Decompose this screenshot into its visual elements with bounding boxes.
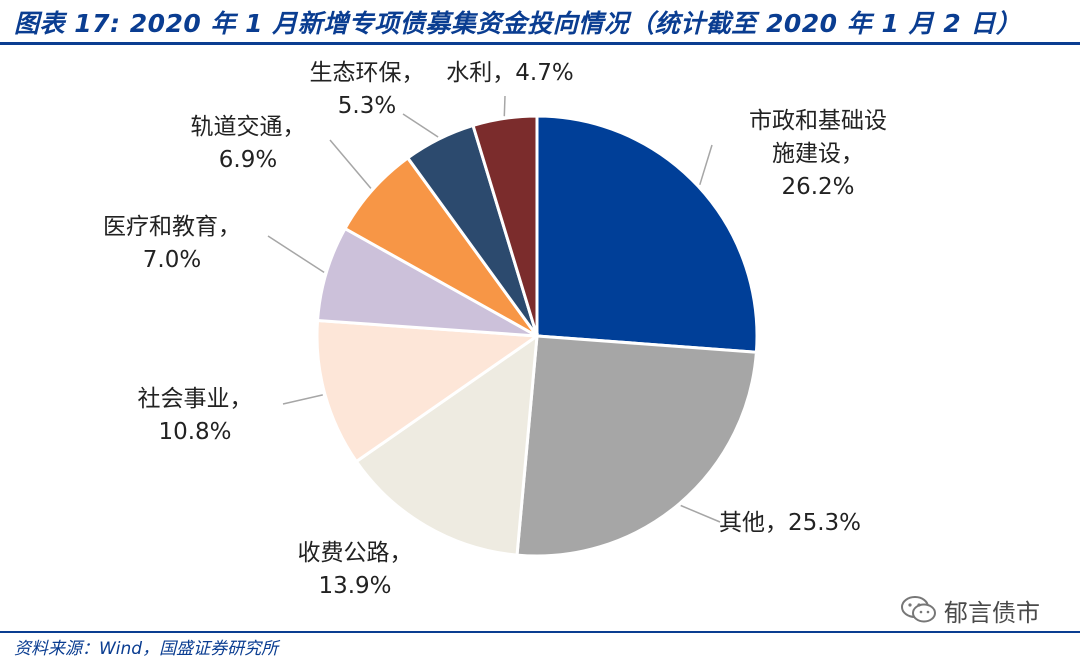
leader-line-1: [699, 144, 713, 186]
pie-slice-4: [315, 318, 542, 464]
wechat-icon: [901, 596, 936, 623]
leader-line-5: [267, 235, 325, 274]
chart-title: 图表 17: 2020 年 1 月新增专项债募集资金投向情况（统计截至 2020…: [14, 9, 1022, 38]
pie-slice-1: [535, 114, 759, 354]
pie-slice-2: [515, 334, 759, 558]
leader-line-2: [680, 504, 721, 523]
slice-label-3: 收费公路， 13.9%: [298, 540, 413, 599]
leader-line-7: [402, 113, 439, 138]
leader-line-8: [503, 95, 506, 117]
slice-label-7: 生态环保， 5.3%: [310, 60, 425, 119]
source-note: 资料来源：Wind，国盛证券研究所: [14, 639, 279, 659]
slice-label-6: 轨道交通， 6.9%: [191, 114, 306, 173]
watermark-text: 郁言债市: [944, 598, 1040, 627]
title-rule: [0, 42, 1080, 45]
slice-label-2: 其他，25.3%: [719, 510, 861, 536]
pie-chart: 市政和基础设施建设， 26.2% 其他，25.3% 收费公路， 13.9% 社会事业， 10…: [103, 60, 887, 599]
slice-label-1: 市政和基础设施建设， 26.2%: [749, 108, 887, 200]
watermark: 郁言债市: [900, 593, 1040, 627]
title-bar: 图表 17: 2020 年 1 月新增专项债募集资金投向情况（统计截至 2020…: [14, 4, 1074, 42]
pie-slice-3: [354, 332, 539, 557]
slice-label-4: 社会事业， 10.8%: [138, 386, 253, 445]
slice-label-5: 医疗和教育， 7.0%: [103, 214, 241, 273]
leader-line-4: [282, 394, 323, 405]
pie-slice-8: [471, 114, 539, 337]
slice-label-8: 水利，4.7%: [446, 60, 573, 86]
leader-line-6: [329, 139, 372, 189]
source-rule: [0, 631, 1080, 633]
